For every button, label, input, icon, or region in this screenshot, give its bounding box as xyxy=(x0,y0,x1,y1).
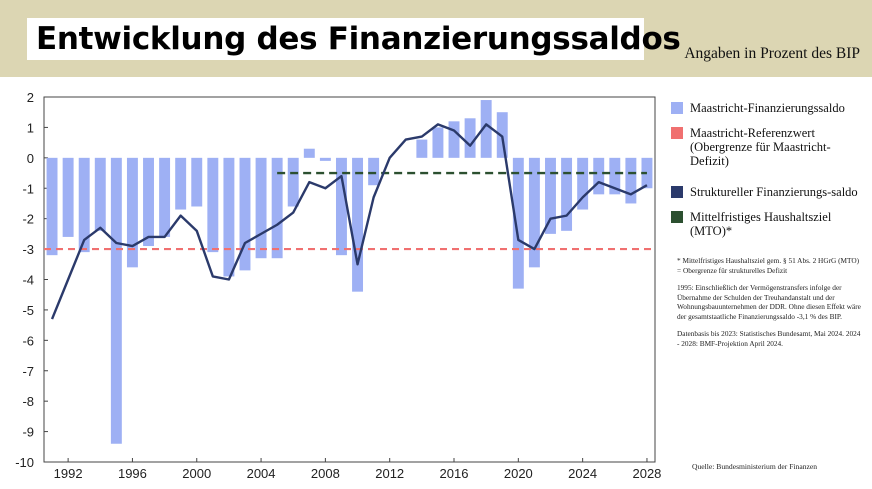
bar xyxy=(512,157,524,289)
y-tick-label: -1 xyxy=(22,181,34,196)
bar xyxy=(416,139,428,158)
x-tick-label: 2000 xyxy=(182,466,211,481)
x-tick-label: 2016 xyxy=(440,466,469,481)
bar xyxy=(175,157,187,210)
bar xyxy=(207,157,219,253)
bar xyxy=(223,157,235,277)
x-tick-label: 2020 xyxy=(504,466,533,481)
plot-frame xyxy=(43,96,656,463)
y-tick-label: -10 xyxy=(15,455,34,470)
title-background xyxy=(27,18,644,60)
y-tick-label: -9 xyxy=(22,425,34,440)
y-tick-label: -5 xyxy=(22,303,34,318)
bar xyxy=(78,157,90,253)
bar xyxy=(545,157,556,234)
bar xyxy=(255,157,267,259)
legend-label: Maastricht-Referenzwert (Obergrenze für … xyxy=(690,126,831,168)
bar xyxy=(239,157,251,271)
bar xyxy=(352,157,364,292)
bar xyxy=(641,157,653,189)
legend-item-reference: Maastricht-Referenzwert (Obergrenze für … xyxy=(671,126,866,168)
y-tick-label: -7 xyxy=(22,364,34,379)
x-tick-label: 2012 xyxy=(375,466,404,481)
bar xyxy=(46,157,58,256)
footnote-mto: * Mittelfristiges Haushaltsziel gem. § 5… xyxy=(677,256,860,275)
structural-balance-line xyxy=(50,123,648,320)
legend: Maastricht-Finanzierungssaldo Maastricht… xyxy=(671,101,866,249)
bar xyxy=(609,157,621,195)
x-tick-label: 1992 xyxy=(54,466,83,481)
x-tick-label: 2004 xyxy=(247,466,276,481)
chart-title: Entwicklung des Finanzierungssaldos xyxy=(36,21,681,57)
legend-swatch-mto xyxy=(671,211,683,223)
y-tick-label: -6 xyxy=(22,333,34,348)
bar xyxy=(191,157,203,207)
bar xyxy=(94,157,106,231)
chart-area: 2 1 0 -1 -2 -3 -4 -5 -6 -7 -8 -9 -10 1992 1996 2000 2004… xyxy=(15,90,661,481)
bar xyxy=(368,157,380,186)
y-tick-label: -2 xyxy=(22,212,34,227)
chart-subtitle: Angaben in Prozent des BIP xyxy=(684,45,860,62)
legend-item-mto: Mittelfristiges Haushaltsziel (MTO)* xyxy=(671,210,866,238)
x-tick-label: 2024 xyxy=(568,466,597,481)
bar xyxy=(577,157,589,210)
bar xyxy=(143,157,154,247)
bar xyxy=(62,157,74,237)
x-tick-label: 1996 xyxy=(118,466,147,481)
y-tick-label: -3 xyxy=(22,242,34,257)
y-tick-label: 2 xyxy=(27,90,34,105)
x-tick-label: 2028 xyxy=(632,466,661,481)
bar xyxy=(625,157,637,204)
bar xyxy=(319,157,331,161)
bar xyxy=(287,157,299,207)
bar xyxy=(448,121,460,158)
footnote-1995: 1995: Einschließlich der Vermögenstransf… xyxy=(677,283,861,321)
bar xyxy=(464,118,476,158)
legend-swatch-reference xyxy=(671,127,683,139)
legend-swatch-structural xyxy=(671,186,683,198)
source-note: Quelle: Bundesministerium der Finanzen xyxy=(692,462,818,471)
legend-item-structural: Struktureller Finanzierungs-saldo xyxy=(671,185,866,199)
legend-swatch-bars xyxy=(671,102,683,114)
bar xyxy=(480,100,492,158)
x-tick-label: 2008 xyxy=(311,466,340,481)
bar xyxy=(528,157,540,268)
legend-label: Mittelfristiges Haushaltsziel (MTO)* xyxy=(690,210,832,238)
bar xyxy=(496,112,508,158)
footnotes: * Mittelfristiges Haushaltsziel gem. § 5… xyxy=(677,256,862,356)
legend-label: Struktureller Finanzierungs-saldo xyxy=(690,185,858,199)
bar xyxy=(432,127,444,158)
bar xyxy=(593,157,605,195)
bar xyxy=(335,157,347,256)
legend-label: Maastricht-Finanzierungssaldo xyxy=(690,101,845,115)
legend-item-maastricht-saldo: Maastricht-Finanzierungssaldo xyxy=(671,101,866,115)
y-tick-label: 1 xyxy=(27,120,34,135)
footnote-data-basis: Datenbasis bis 2023: Statistisches Bunde… xyxy=(677,329,861,348)
bar xyxy=(303,148,315,158)
bar xyxy=(159,157,171,237)
bar xyxy=(271,157,283,259)
y-tick-label: -8 xyxy=(22,394,34,409)
bar xyxy=(126,157,138,268)
y-tick-label: 0 xyxy=(27,151,34,166)
bar xyxy=(110,157,122,444)
bar xyxy=(561,157,573,231)
y-tick-label: -4 xyxy=(22,273,34,288)
